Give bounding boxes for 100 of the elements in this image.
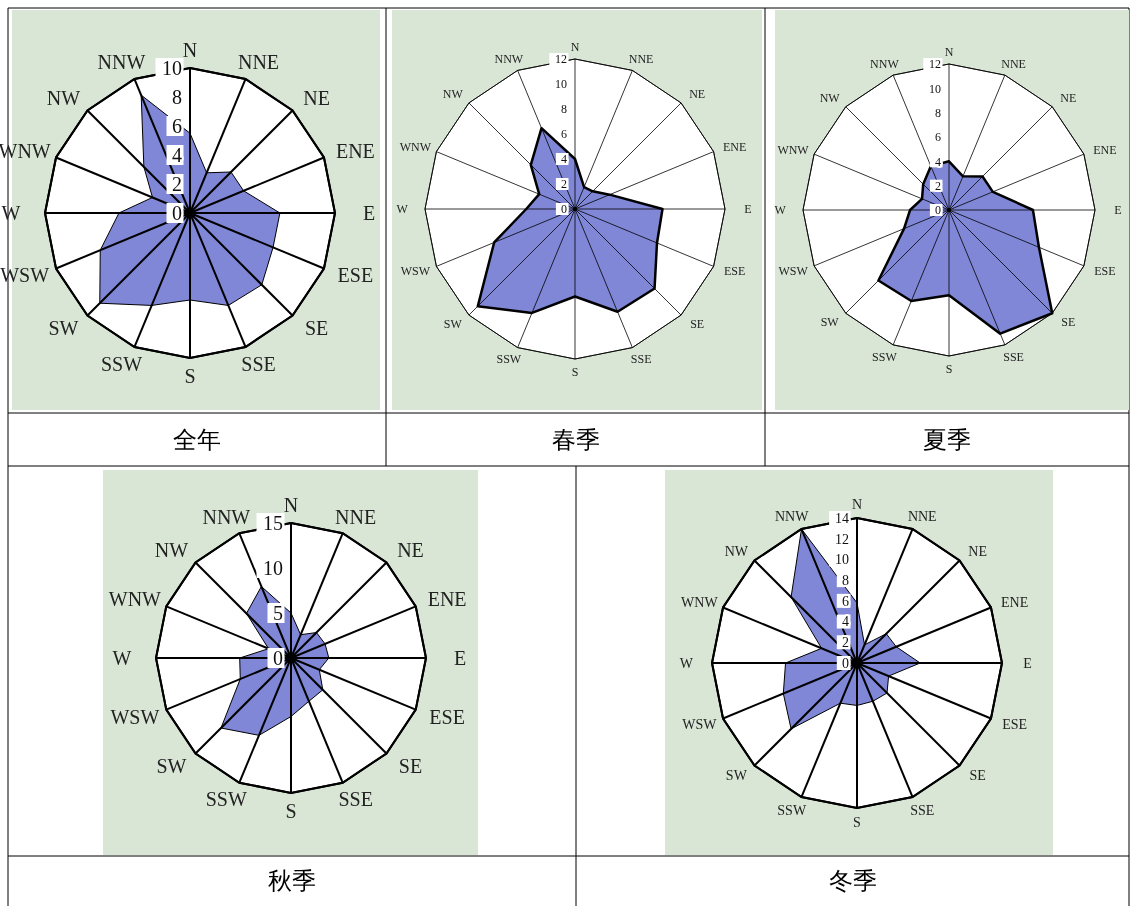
y-tick-label: 6 xyxy=(172,115,182,137)
spoke-label: WNW xyxy=(777,142,810,157)
spoke-label: E xyxy=(744,202,752,217)
spoke-label: SSW xyxy=(205,788,248,811)
y-tick-label: 12 xyxy=(555,52,567,67)
y-tick-label: 10 xyxy=(162,57,182,79)
spoke-label: NNE xyxy=(335,505,377,528)
y-tick-label: 4 xyxy=(842,614,849,630)
spoke-label: ENE xyxy=(335,139,375,162)
spoke-label: SE xyxy=(1061,315,1076,330)
y-tick-label: 2 xyxy=(561,177,567,192)
spoke-label: NNW xyxy=(775,509,810,525)
spoke-label: NE xyxy=(397,538,424,561)
spoke-label: WNW xyxy=(399,140,432,155)
spoke-label: N xyxy=(851,497,863,513)
spoke-label: WNW xyxy=(681,595,719,611)
spoke-label: SE xyxy=(690,317,705,332)
spoke-label: NNW xyxy=(494,52,524,67)
spoke-label: E xyxy=(1023,655,1032,671)
spoke-label: SW xyxy=(156,755,187,778)
spoke-label: NNW xyxy=(870,56,900,71)
spoke-label: E xyxy=(362,202,376,224)
spoke-label: NW xyxy=(46,86,81,109)
y-tick-label: 5 xyxy=(273,602,283,624)
y-tick-label: 0 xyxy=(172,202,182,224)
spoke-label: SSW xyxy=(872,349,898,364)
spoke-label: SW xyxy=(443,317,463,332)
spoke-label: SW xyxy=(48,317,79,340)
y-tick-label: 8 xyxy=(842,573,849,589)
y-tick-label: 4 xyxy=(172,144,182,166)
spoke-label: SSE xyxy=(1003,349,1024,364)
y-tick-label: 6 xyxy=(935,130,941,145)
spoke-label: NW xyxy=(724,543,749,559)
text: 全年 xyxy=(173,425,221,454)
spoke-label: E xyxy=(453,647,467,669)
spoke-label: W xyxy=(396,202,409,217)
spoke-label: S xyxy=(285,800,297,822)
spoke-label: NE xyxy=(968,543,987,559)
spoke-label: SE xyxy=(969,768,986,784)
spoke-label: WSW xyxy=(778,263,809,278)
spoke-label: SW xyxy=(725,768,748,784)
spoke-label: N xyxy=(182,39,198,61)
spoke-label: SSW xyxy=(777,802,807,818)
y-tick-label: 14 xyxy=(835,510,849,526)
spoke-label: ESE xyxy=(337,264,374,287)
spoke-label: SSE xyxy=(910,802,935,818)
y-tick-label: 8 xyxy=(172,86,182,108)
spoke-label: SE xyxy=(304,317,329,340)
spoke-label: ENE xyxy=(1093,142,1117,157)
text: 秋季 xyxy=(268,866,316,895)
y-tick-label: 0 xyxy=(273,647,283,669)
spoke-label: NE xyxy=(1060,91,1077,106)
spoke-label: NNE xyxy=(907,509,937,525)
spoke-label: WSW xyxy=(110,705,160,728)
spoke-label: NNE xyxy=(237,51,280,74)
y-tick-label: 8 xyxy=(561,102,567,117)
y-tick-label: 10 xyxy=(835,552,849,568)
spoke-label: S xyxy=(571,364,579,379)
spoke-label: NE xyxy=(303,86,330,109)
text: 冬季 xyxy=(828,866,877,895)
y-tick-label: 4 xyxy=(935,154,941,169)
y-tick-label: 2 xyxy=(172,173,182,195)
y-tick-label: 4 xyxy=(561,152,567,167)
spoke-label: NNE xyxy=(1001,56,1026,71)
spoke-label: S xyxy=(853,814,861,830)
spoke-label: W xyxy=(774,203,787,218)
text: 夏季 xyxy=(923,425,971,454)
text: 春季 xyxy=(551,425,600,454)
spoke-label: ESE xyxy=(723,264,746,279)
y-tick-label: 15 xyxy=(263,512,283,534)
spoke-label: SSW xyxy=(100,352,143,375)
spoke-label: SE xyxy=(398,755,423,778)
spoke-label: SSE xyxy=(630,352,652,367)
spoke-label: W xyxy=(112,647,132,669)
spoke-label: WNW xyxy=(108,588,162,611)
spoke-label: NNW xyxy=(202,505,251,528)
spoke-label: N xyxy=(944,44,954,59)
spoke-label: E xyxy=(1114,203,1122,218)
spoke-label: WSW xyxy=(400,264,431,279)
spoke-label: ENE xyxy=(1001,595,1029,611)
y-tick-label: 2 xyxy=(935,178,941,193)
spoke-label: W xyxy=(1,202,21,224)
spoke-label: NNW xyxy=(97,51,146,74)
spoke-label: NW xyxy=(442,87,464,102)
spoke-label: NW xyxy=(154,538,189,561)
spoke-label: NW xyxy=(819,91,841,106)
spoke-label: ESE xyxy=(1002,716,1028,732)
y-tick-label: 0 xyxy=(561,202,567,217)
spoke-label: NNE xyxy=(628,52,654,67)
y-tick-label: 0 xyxy=(842,655,849,671)
spoke-label: ENE xyxy=(427,588,467,611)
y-tick-label: 2 xyxy=(842,635,849,651)
spoke-label: WSW xyxy=(682,716,718,732)
spoke-label: SW xyxy=(820,315,840,330)
spoke-label: SSW xyxy=(496,352,522,367)
spoke-label: S xyxy=(945,361,953,376)
y-tick-label: 10 xyxy=(929,81,941,96)
y-tick-label: 12 xyxy=(835,531,849,547)
y-tick-label: 6 xyxy=(561,127,567,142)
spoke-label: NE xyxy=(689,87,706,102)
